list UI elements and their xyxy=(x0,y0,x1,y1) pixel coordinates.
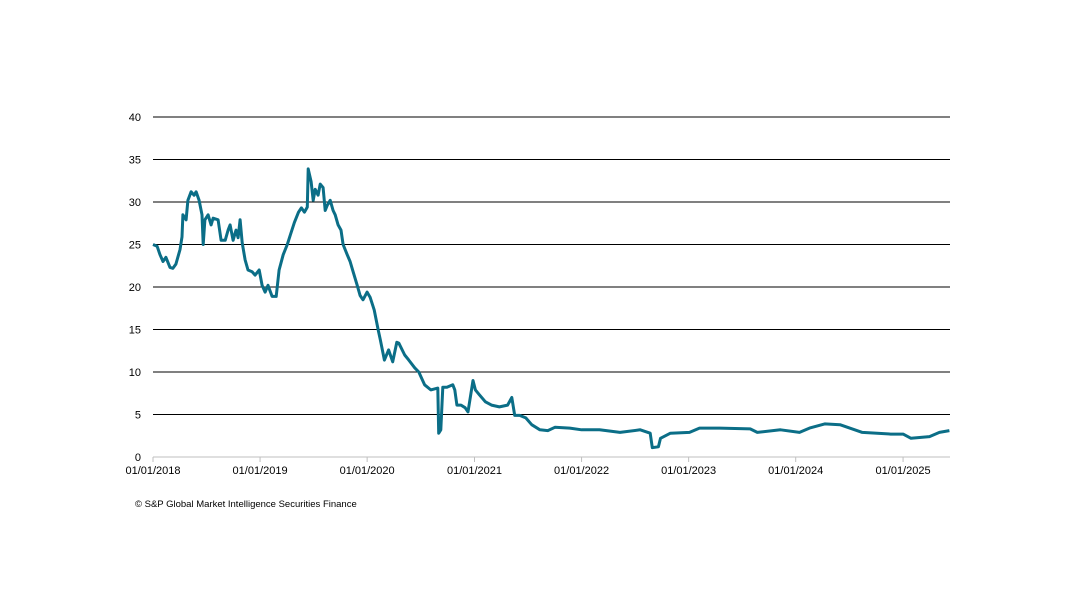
x-tick-label: 01/01/2022 xyxy=(554,465,609,477)
y-tick-label: 35 xyxy=(129,155,141,167)
y-tick-label: 0 xyxy=(135,452,141,464)
series-group xyxy=(152,167,950,450)
y-tick-label: 30 xyxy=(129,197,141,209)
x-tick-label: 01/01/2021 xyxy=(447,465,502,477)
y-tick-label: 40 xyxy=(129,112,141,124)
y-tick-label: 5 xyxy=(135,410,141,422)
x-tick-label: 01/01/2019 xyxy=(233,465,288,477)
series-line xyxy=(152,167,950,450)
y-tick-label: 15 xyxy=(129,325,141,337)
x-tick-label: 01/01/2018 xyxy=(125,465,180,477)
y-axis-ticks: 0 5 10 15 20 25 30 35 40 xyxy=(129,112,141,464)
gridlines xyxy=(153,116,950,415)
source-note: © S&P Global Market Intelligence Securit… xyxy=(135,499,357,510)
x-axis: 01/01/2018 01/01/2019 01/01/2020 01/01/2021… xyxy=(125,456,950,477)
y-tick-label: 25 xyxy=(129,240,141,252)
x-tick-label: 01/01/2020 xyxy=(340,465,395,477)
x-tick-label: 01/01/2023 xyxy=(661,465,716,477)
y-tick-label: 20 xyxy=(129,282,141,294)
y-tick-label: 10 xyxy=(129,367,141,379)
x-tick-label: 01/01/2024 xyxy=(768,465,823,477)
x-tick-label: 01/01/2025 xyxy=(876,465,931,477)
